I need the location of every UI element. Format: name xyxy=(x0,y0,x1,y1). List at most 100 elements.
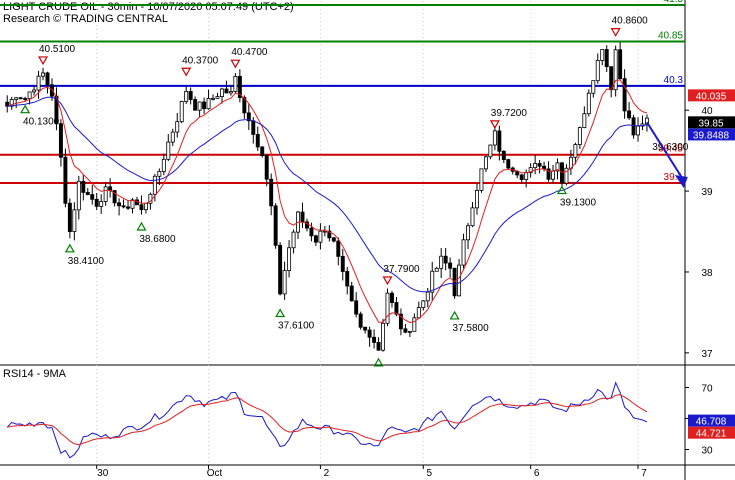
candle-body xyxy=(126,206,130,209)
candle-body xyxy=(430,270,435,293)
candle-body xyxy=(551,170,555,180)
forecast-arrow-head xyxy=(674,175,688,188)
rsi-tick-label: 30 xyxy=(701,446,713,457)
candle-body xyxy=(524,172,529,180)
candles xyxy=(5,42,649,352)
candle-body xyxy=(85,191,90,195)
swing-high-label: 40.4700 xyxy=(231,47,268,58)
level-label: 40.85 xyxy=(658,30,683,41)
candle-body xyxy=(76,180,81,211)
swing-low-label: 38.6800 xyxy=(139,234,176,245)
candle-body xyxy=(542,165,547,170)
candle-body xyxy=(376,342,381,351)
candle-body xyxy=(273,205,278,246)
candle-body xyxy=(121,205,126,208)
candle-body xyxy=(604,49,609,68)
candle-body xyxy=(425,291,430,302)
candle-body xyxy=(322,230,327,233)
swing-high-label: 40.8600 xyxy=(612,16,649,27)
candle-body xyxy=(354,300,359,315)
time-tick-label: Oct xyxy=(207,468,223,479)
candle-body xyxy=(45,72,50,86)
candle-body xyxy=(130,199,135,209)
candle-body xyxy=(179,101,184,123)
candle-body xyxy=(202,101,207,110)
swing-low-label: 40.1300 xyxy=(23,117,60,128)
candle-body xyxy=(251,120,256,135)
candle-body xyxy=(9,99,14,107)
price-tick-label: 38 xyxy=(701,268,713,279)
candle-body xyxy=(143,202,148,211)
price-tag-label: 39.8488 xyxy=(693,130,730,141)
candle-body xyxy=(18,97,23,100)
time-tick-label: 6 xyxy=(534,468,540,479)
level-label: 40.3 xyxy=(664,75,684,86)
candle-body xyxy=(340,255,345,272)
candle-body xyxy=(193,99,198,111)
candle-body xyxy=(358,313,363,328)
candle-body xyxy=(157,170,162,177)
candle-body xyxy=(349,285,354,302)
candle-body xyxy=(309,227,314,237)
candle-body xyxy=(501,150,506,160)
candle-body xyxy=(573,144,578,158)
candle-body xyxy=(618,49,623,80)
candle-body xyxy=(170,131,175,143)
candle-body xyxy=(412,317,417,332)
candle-body xyxy=(403,328,408,333)
price-tag xyxy=(688,128,735,141)
candle-body xyxy=(94,198,99,207)
rsi-panel-label: RSI14 - 9MA xyxy=(3,368,66,380)
swing-low-marker xyxy=(449,310,460,320)
candle-body xyxy=(188,91,193,100)
candle-body xyxy=(457,264,462,297)
candle-body xyxy=(564,167,569,184)
candle-body xyxy=(206,97,211,110)
level-label: 39.45 xyxy=(658,144,683,155)
price-tag-label: 39.85 xyxy=(698,118,723,129)
swing-low-marker xyxy=(20,104,31,114)
candle-body xyxy=(381,322,385,351)
candle-body xyxy=(475,189,479,209)
candle-body xyxy=(41,72,45,77)
candle-body xyxy=(627,110,632,119)
candle-body xyxy=(313,235,318,243)
candle-body xyxy=(560,162,564,184)
swing-low-label: 37.6100 xyxy=(278,321,315,332)
candle-body xyxy=(331,237,336,242)
price-tick-label: 39 xyxy=(701,187,713,198)
candle-body xyxy=(327,230,332,239)
candle-body xyxy=(99,201,104,207)
swing-high-marker xyxy=(230,59,241,69)
candle-body xyxy=(23,98,28,100)
candle-body xyxy=(255,134,260,148)
candle-body xyxy=(166,141,171,160)
price-tag xyxy=(688,116,735,129)
swing-low-label: 38.4100 xyxy=(68,256,105,267)
candle-body xyxy=(492,130,497,146)
swing-low-label: 37.5800 xyxy=(453,323,490,334)
candle-body xyxy=(318,230,323,243)
candle-body xyxy=(58,123,63,158)
swing-high-label: 40.3700 xyxy=(182,55,219,66)
candle-body xyxy=(215,96,220,99)
swing-high-marker xyxy=(489,120,500,130)
candle-body xyxy=(161,158,166,172)
time-tick-label: 2 xyxy=(324,468,330,479)
candle-body xyxy=(90,194,95,200)
candle-body xyxy=(278,244,283,295)
candle-body xyxy=(470,207,475,227)
candle-body xyxy=(367,329,372,338)
candle-body xyxy=(497,130,502,152)
candle-body xyxy=(233,75,238,92)
rsi-tick-label: 70 xyxy=(701,384,713,395)
candle-body xyxy=(398,313,403,330)
candle-body xyxy=(394,302,399,315)
candle-body xyxy=(385,292,390,324)
candle-body xyxy=(506,159,511,169)
candle-body xyxy=(117,202,122,207)
price-tag xyxy=(688,89,735,102)
candle-body xyxy=(67,202,72,232)
candle-body xyxy=(287,247,292,271)
